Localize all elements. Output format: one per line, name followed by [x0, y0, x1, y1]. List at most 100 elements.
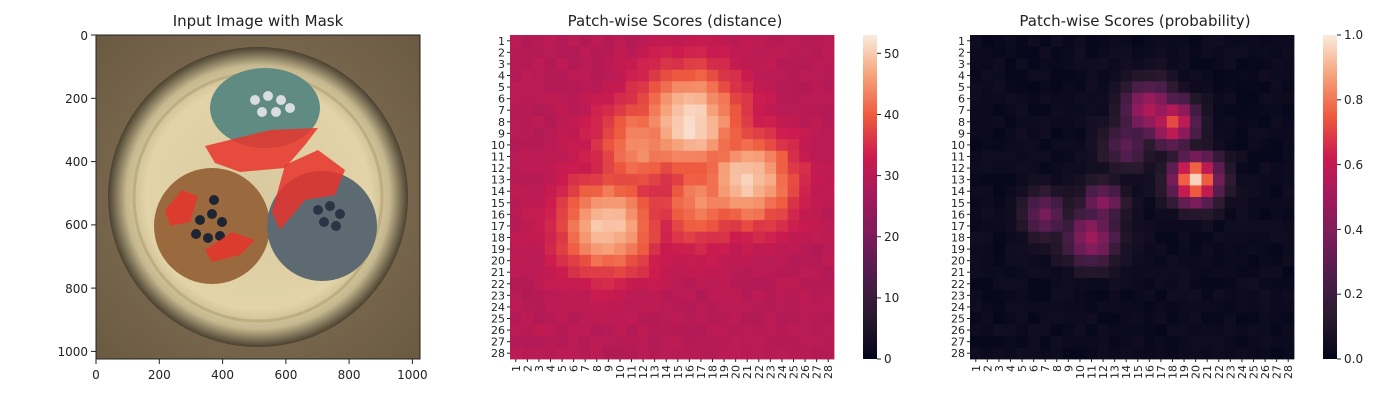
heatmap-cell [1051, 301, 1063, 314]
heatmap-cell [1189, 301, 1202, 314]
heatmap-cell [614, 324, 627, 337]
heatmap-cell [764, 173, 777, 186]
heatmap-cell [510, 208, 522, 221]
heatmap-cell [637, 185, 650, 198]
heatmap-cell [1236, 301, 1249, 314]
heatmap-cell [993, 254, 1006, 267]
heatmap-cell [510, 173, 522, 186]
heatmap-cell [1166, 289, 1179, 302]
heatmap-cell [764, 335, 777, 348]
heatmap-cell [510, 150, 522, 163]
heatmap-cell [1074, 173, 1087, 186]
heatmap-cell [1097, 254, 1110, 267]
heatmap-cell [1085, 116, 1098, 128]
heatmap-cell [799, 35, 812, 47]
heatmap-cell [1224, 104, 1237, 117]
heatmap-cell [981, 243, 994, 256]
heatmap-cell [683, 278, 696, 290]
heatmap-cell [1027, 127, 1040, 140]
heatmap-cell [1120, 139, 1133, 152]
heatmap-cell [1016, 278, 1029, 290]
heatmap-cell [660, 220, 673, 233]
heatmap-cell [695, 301, 708, 314]
y-tick-label: 0 [80, 29, 88, 43]
heatmap-cell [579, 104, 592, 117]
heatmap-cell [1201, 46, 1214, 59]
heatmap-cell [1236, 116, 1249, 128]
heatmap-cell [695, 289, 708, 302]
heatmap-cell [1224, 254, 1237, 267]
heatmap-cell [1224, 278, 1237, 290]
heatmap-cell [625, 220, 638, 233]
heatmap-cell [1213, 220, 1225, 233]
heatmap-cell [1051, 335, 1063, 348]
heatmap-cell [1270, 254, 1283, 267]
heatmap-cell [1166, 347, 1179, 360]
y-tick-label: 1000 [57, 345, 88, 359]
heatmap-cell [544, 58, 557, 71]
heatmap-cell [521, 81, 534, 94]
heatmap-cell [521, 35, 534, 47]
heatmap-cell [1085, 231, 1098, 244]
heatmap-cell [1155, 150, 1168, 163]
heatmap-cell [1074, 220, 1087, 233]
heatmap-cell [579, 208, 592, 221]
heatmap-cell [1189, 197, 1202, 209]
heatmap-cell [787, 231, 800, 244]
heatmap-cell [776, 58, 789, 71]
col-label: 17 [695, 365, 708, 379]
heatmap-cell [1178, 347, 1191, 360]
heatmap-cell [591, 243, 603, 256]
heatmap-cell [521, 208, 534, 221]
heatmap-cell [1016, 173, 1029, 186]
heatmap-cell [672, 278, 684, 290]
heatmap-cell [1016, 104, 1029, 117]
heatmap-cell [1016, 289, 1029, 302]
heatmap-cell [556, 92, 569, 105]
row-label: 1 [498, 35, 505, 48]
heatmap-cell [1189, 127, 1202, 140]
heatmap-cell [729, 116, 742, 128]
heatmap-cell [1074, 35, 1087, 47]
heatmap-cell [637, 231, 650, 244]
heatmap-cell [614, 150, 627, 163]
heatmap-cell [1189, 335, 1202, 348]
heatmap-cell [981, 173, 994, 186]
heatmap-cell [981, 220, 994, 233]
heatmap-cell [1108, 254, 1121, 267]
heatmap-cell [637, 197, 650, 209]
heatmap-cell [1155, 58, 1168, 71]
heatmap-cell [579, 335, 592, 348]
heatmap-cell [1143, 254, 1156, 267]
heatmap-cell [1004, 173, 1017, 186]
heatmap-cell [718, 46, 731, 59]
heatmap-cell [1247, 46, 1260, 59]
heatmap-cell [1039, 92, 1052, 105]
heatmap-cell [981, 254, 994, 267]
heatmap-cell [764, 116, 777, 128]
heatmap-cell [799, 231, 812, 244]
col-label: 19 [1178, 365, 1191, 379]
heatmap-cell [753, 347, 765, 360]
heatmap-cell [672, 81, 684, 94]
col-label: 14 [1120, 365, 1133, 379]
heatmap-cell [1051, 312, 1063, 325]
heatmap-cell [544, 104, 557, 117]
heatmap-cell [637, 46, 650, 59]
heatmap-cell [787, 185, 800, 198]
heatmap-cell [1016, 197, 1029, 209]
heatmap-cell [1166, 301, 1179, 314]
heatmap-cell [695, 185, 708, 198]
heatmap-cell [970, 312, 982, 325]
row-label: 6 [958, 93, 965, 106]
heatmap-cell [1247, 127, 1260, 140]
heatmap-cell [510, 58, 522, 71]
heatmap-cell [602, 46, 615, 59]
heatmap-cell [660, 324, 673, 337]
heatmap-cell [706, 278, 719, 290]
heatmap-cell [993, 150, 1006, 163]
heatmap-cell [1062, 58, 1075, 71]
heatmap-cell [822, 58, 835, 71]
col-label: 3 [993, 365, 1006, 372]
heatmap-cell [521, 324, 534, 337]
